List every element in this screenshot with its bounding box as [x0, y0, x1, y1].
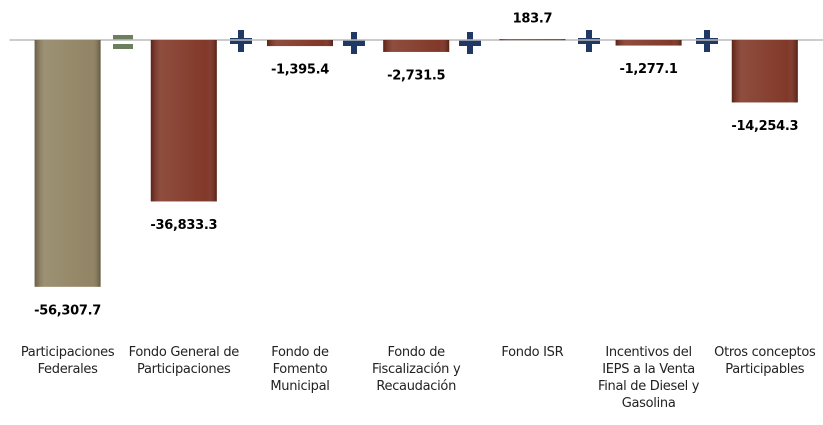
bar-shade	[267, 39, 333, 47]
bar-shade	[615, 39, 682, 46]
equals-sign	[113, 35, 133, 40]
bar-shade	[150, 39, 217, 202]
category-label: Fondo ISR	[501, 345, 564, 360]
data-label: -14,254.3	[731, 119, 798, 134]
bar-shade	[731, 39, 798, 103]
category-label: Incentivos del IEPS a la Venta Final de …	[597, 345, 700, 411]
category-label: Fondo de Fomento Municipal	[270, 345, 330, 394]
bar-shade	[34, 39, 101, 287]
data-label: -36,833.3	[150, 218, 217, 233]
plus-signs	[230, 30, 718, 54]
data-label: 183.7	[513, 12, 553, 27]
data-label: -1,277.1	[620, 62, 678, 77]
category-label: Fondo General de Participaciones	[128, 345, 240, 377]
category-label: Otros conceptos Participables	[714, 345, 816, 377]
operators	[113, 30, 718, 54]
category-label: Fondo de Fiscalización y Recaudación	[372, 345, 461, 394]
category-label: Participaciones Federales	[20, 345, 115, 377]
bar-shade	[499, 39, 566, 41]
data-label: -2,731.5	[387, 68, 445, 83]
data-label: -56,307.7	[34, 303, 101, 318]
equals-sign	[113, 44, 133, 49]
data-label: -1,395.4	[271, 63, 329, 78]
bar-shade	[383, 39, 450, 52]
